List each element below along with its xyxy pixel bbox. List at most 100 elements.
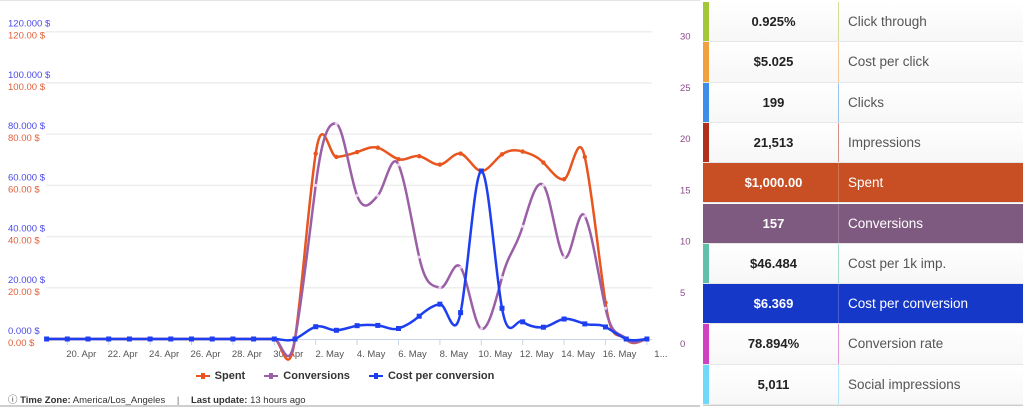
x-tick-label: 1... [654,349,667,360]
y-tick-label-conversions: 30 [680,32,691,43]
metric-row-cost-per-click[interactable]: $5.025 Cost per click [703,42,1023,83]
metrics-panel: 0.925% Click through $5.025 Cost per cli… [703,2,1023,406]
data-point-spent [354,149,360,155]
data-point-conversions [355,193,359,198]
metric-row-impressions[interactable]: 21,513 Impressions [703,122,1023,164]
metric-value: $1,000.00 [709,163,839,203]
data-point-cost-per-conversion [458,310,464,316]
data-point-conversions [583,214,587,218]
x-tick-label: 12. May [520,349,554,360]
data-point-cost-per-conversion [561,316,567,322]
metric-row-conversion-rate[interactable]: 78.894% Conversion rate [703,324,1023,365]
metric-value: 0.925% [709,2,839,42]
data-point-conversions [500,275,504,280]
metric-row-spent[interactable]: $1,000.00 Spent [703,163,1023,204]
y-tick-label-conversions: 25 [680,83,691,94]
data-point-cost-per-conversion [271,336,277,342]
y-tick-label-cost: 120.000 $ [8,19,51,30]
data-point-cost-per-conversion [189,336,194,342]
x-tick-label: 2. May [315,349,344,360]
metric-row-click-through[interactable]: 0.925% Click through [703,2,1023,43]
data-point-spent [582,154,587,160]
metric-color-bar [703,364,709,404]
data-point-conversions [417,255,421,259]
metric-color-bar [703,284,709,324]
x-tick-label: 10. May [478,349,512,360]
data-point-conversions [334,122,338,126]
last-update-value: 13 hours ago [250,395,306,406]
metric-row-clicks[interactable]: 199 Clicks [703,82,1023,123]
legend: Spent Conversions Cost per conversion [0,370,690,382]
data-point-cost-per-conversion [85,336,91,342]
metric-color-bar [703,122,709,163]
legend-item-spent[interactable]: Spent [195,370,246,382]
y-tick-label-spent: 40.00 $ [8,236,40,247]
legend-label: Cost per conversion [387,370,495,382]
data-point-spent [375,145,380,150]
data-point-spent [334,154,339,160]
y-tick-label-spent: 100.00 $ [8,82,46,93]
y-tick-label-spent: 80.00 $ [8,133,40,144]
data-point-cost-per-conversion [292,336,298,342]
y-tick-label-cost: 60.000 $ [8,172,46,183]
legend-label: Conversions [283,370,350,382]
timezone-label: Time Zone: [20,395,71,406]
y-tick-label-spent: 20.00 $ [8,287,40,298]
metric-color-bar [703,243,709,284]
x-tick-label: 14. May [561,349,595,360]
legend-item-cost-per-conversion[interactable]: Cost per conversion [368,370,495,382]
metric-row-social-impressions[interactable]: 5,011 Social impressions [703,364,1023,405]
metric-value: $46.484 [709,243,839,284]
data-point-cost-per-conversion [437,301,443,307]
data-point-cost-per-conversion [209,336,215,342]
metric-label: Clicks [848,94,884,110]
metric-value: $6.369 [709,284,839,324]
metric-value: $5.025 [709,42,839,82]
y-tick-label-conversions: 5 [680,288,685,299]
chart-svg: 0.000 $0.00 $ 0 20.000 $20.00 $ 5 40.000 $40… [8,19,691,361]
metric-label: Cost per 1k imp. [848,255,947,271]
data-point-cost-per-conversion [416,313,422,319]
metric-row-cost-per-conversion[interactable]: $6.369 Cost per conversion [703,284,1023,325]
data-point-cost-per-conversion [396,326,401,332]
timezone-value: America/Los_Angeles [72,395,166,406]
data-point-cost-per-conversion [126,336,132,342]
metric-label: Conversion rate [848,336,944,352]
metric-label: Impressions [848,134,921,150]
metric-color-bar [703,324,709,364]
metric-color-bar [703,42,709,82]
data-point-spent [437,162,443,167]
data-point-cost-per-conversion [603,324,608,330]
legend-item-conversions[interactable]: Conversions [264,370,350,382]
data-point-spent [396,157,401,162]
x-tick-label: 16. May [603,349,637,360]
data-point-cost-per-conversion [64,336,70,342]
x-tick-label: 26. Apr [190,349,220,360]
data-point-cost-per-conversion [230,336,236,342]
data-point-cost-per-conversion [499,305,505,311]
y-tick-label-cost: 80.000 $ [8,121,46,132]
data-point-spent [313,151,318,156]
metric-color-bar [703,203,709,243]
data-point-cost-per-conversion [251,336,257,342]
legend-label: Spent [214,370,246,382]
data-point-cost-per-conversion [354,323,360,329]
y-tick-label-cost: 0.000 $ [8,326,40,337]
data-point-spent [520,149,525,154]
series-line-cost-per-conversion [46,169,647,342]
data-point-conversions [479,327,483,331]
x-tick-label: 20. Apr [66,349,96,360]
data-point-cost-per-conversion [44,336,50,342]
data-point-cost-per-conversion [520,319,526,325]
data-point-cost-per-conversion [313,324,319,330]
data-point-cost-per-conversion [540,324,546,330]
separator: | [176,395,180,406]
metric-row-conversions[interactable]: 157 Conversions [703,203,1023,244]
data-point-cost-per-conversion [106,336,112,342]
data-point-spent [499,152,505,157]
y-tick-label-spent: 120.00 $ [8,31,46,42]
chart: 0.000 $0.00 $ 0 20.000 $20.00 $ 5 40.000 $40… [0,0,700,407]
metric-row-cost-per-1k-imp[interactable]: $46.484 Cost per 1k imp. [703,243,1023,285]
y-tick-label-conversions: 15 [680,185,691,196]
data-point-conversions [521,224,525,228]
